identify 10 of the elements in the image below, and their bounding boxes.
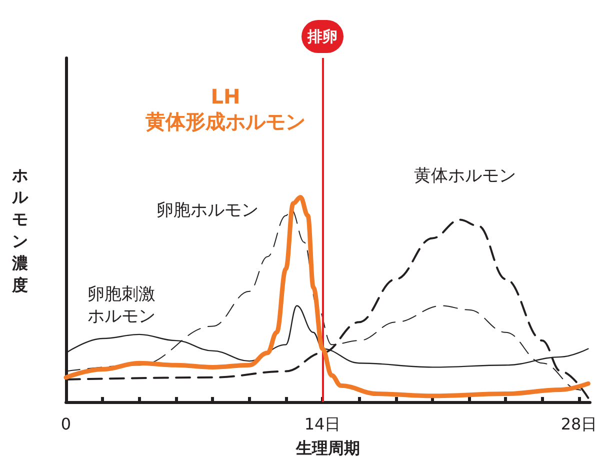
series-label: 卵胞ホルモン (156, 200, 259, 221)
series-label: 卵胞刺激ホルモン (87, 284, 156, 326)
y-axis-title: ホルモン濃度 (11, 166, 29, 294)
text: LH 黄体形成ホルモン (144, 84, 306, 134)
x-tick-label: 28日 (560, 414, 598, 434)
x-axis-title: 生理周期 (295, 438, 360, 458)
ref-line-label: 排卵 (306, 28, 338, 46)
x-tick-label: 14日 (304, 414, 341, 434)
x-tick-label: 0 (60, 414, 72, 434)
text: 黄体ホルモン (414, 166, 516, 186)
